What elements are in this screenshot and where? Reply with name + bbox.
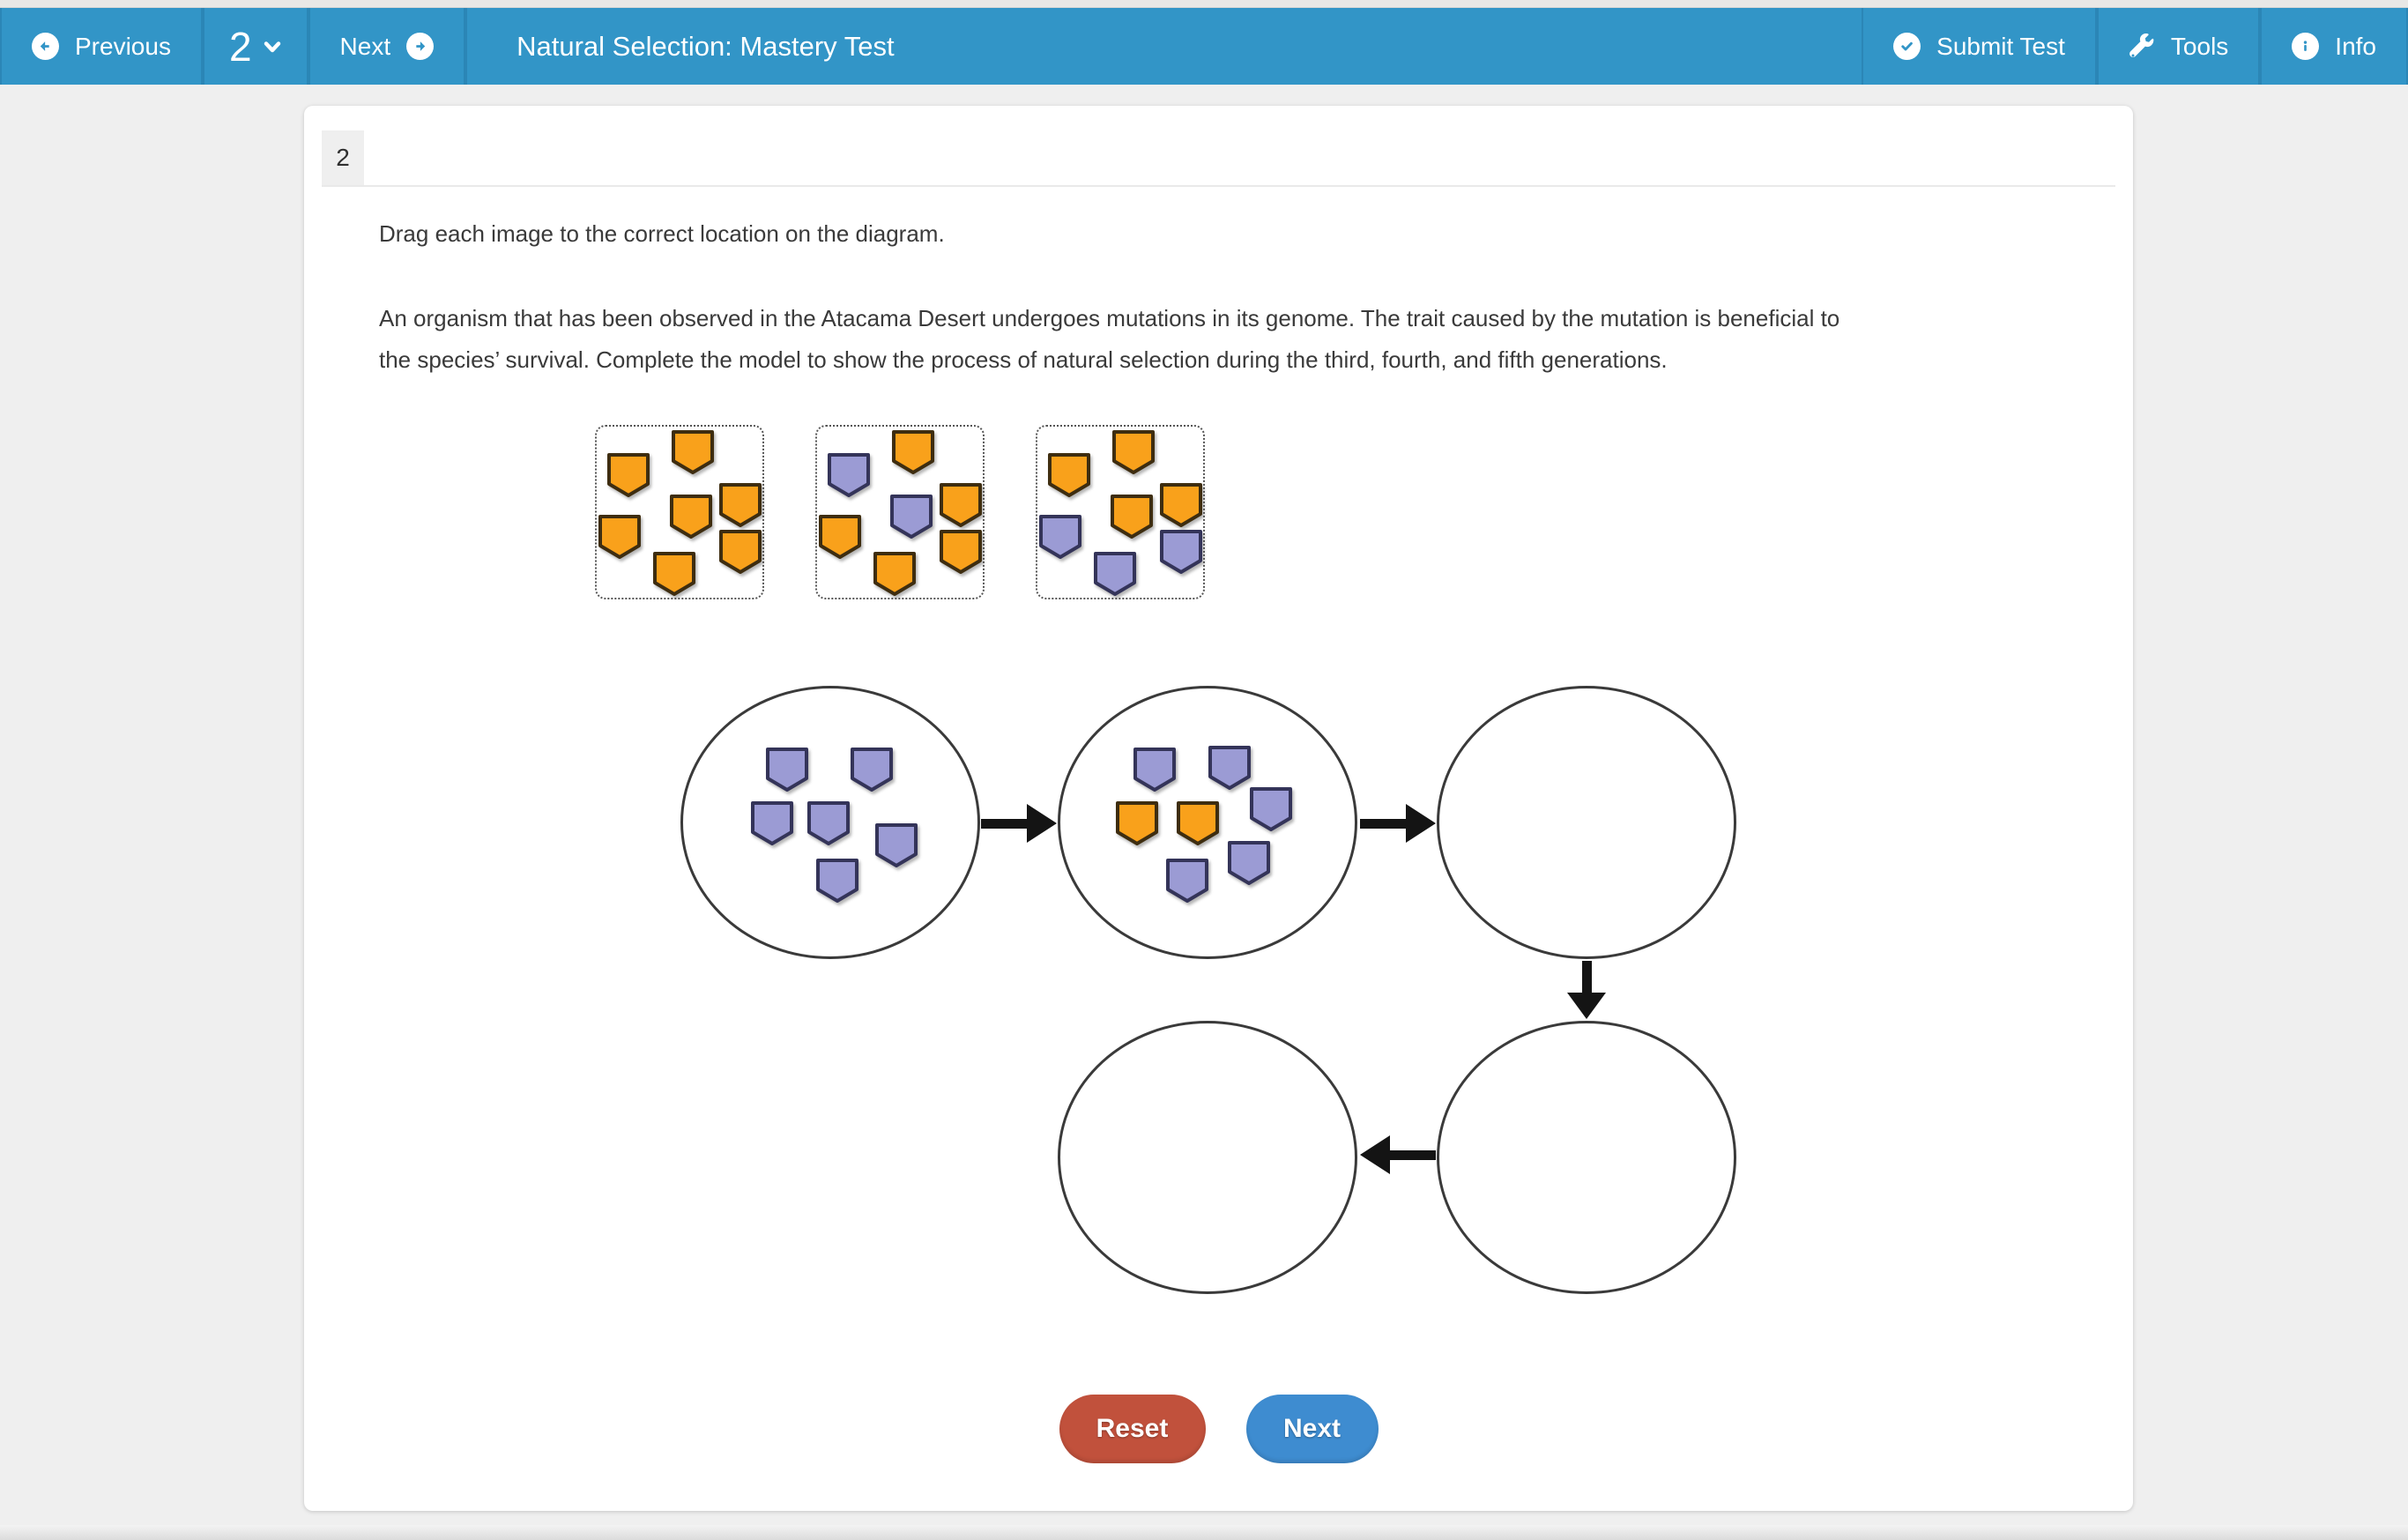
test-toolbar: Previous 2 Next Natural Selection: Maste… — [0, 8, 2408, 85]
prompt-line-2: the species’ survival. Complete the mode… — [379, 346, 1668, 373]
previous-label: Previous — [75, 32, 171, 60]
tools-button[interactable]: Tools — [2096, 8, 2261, 85]
prompt-line-1: An organism that has been observed in th… — [379, 305, 1840, 331]
toolbar-spacer — [944, 8, 1862, 85]
shield-orange — [1112, 430, 1155, 474]
shield-purple — [875, 823, 918, 867]
tools-label: Tools — [2170, 32, 2229, 60]
previous-button[interactable]: Previous — [0, 8, 203, 85]
shield-orange — [670, 495, 712, 539]
shield-orange — [1111, 495, 1153, 539]
shield-orange — [719, 530, 762, 574]
shield-purple — [807, 801, 850, 845]
shield-purple — [1208, 746, 1251, 790]
arrow-circle-right-icon — [406, 33, 435, 60]
check-circle-icon — [1893, 33, 1921, 60]
shield-purple — [851, 748, 893, 792]
submit-test-label: Submit Test — [1936, 32, 2065, 60]
question-number-value: 2 — [228, 23, 252, 70]
info-label: Info — [2335, 32, 2376, 60]
shield-purple — [1250, 787, 1292, 831]
shield-orange — [940, 530, 982, 574]
shield-orange — [940, 483, 982, 527]
wrench-icon — [2129, 33, 2155, 60]
bottom-edge-bar — [0, 1525, 2408, 1540]
shield-orange — [873, 552, 916, 596]
shield-purple — [1166, 859, 1208, 903]
shield-orange — [653, 552, 695, 596]
submit-test-button[interactable]: Submit Test — [1862, 8, 2097, 85]
generation-1-circle — [680, 686, 980, 959]
drag-tile-all-orange[interactable] — [595, 425, 764, 599]
generation-4-drop-circle[interactable] — [1437, 1021, 1736, 1294]
shield-orange — [607, 453, 650, 497]
shield-purple — [751, 801, 793, 845]
shield-orange — [1048, 453, 1090, 497]
question-number-dropdown[interactable]: 2 — [202, 8, 308, 85]
generation-2-circle — [1058, 686, 1357, 959]
shield-orange — [819, 515, 861, 559]
arrow-circle-left-icon — [32, 33, 59, 60]
shield-purple — [1160, 530, 1202, 574]
shield-purple — [828, 453, 870, 497]
shield-orange — [1177, 801, 1219, 845]
next-question-button[interactable]: Next — [1245, 1395, 1379, 1463]
shield-purple — [766, 748, 808, 792]
reset-button[interactable]: Reset — [1059, 1395, 1206, 1463]
next-button[interactable]: Next — [308, 8, 466, 85]
question-prompt: An organism that has been observed in th… — [379, 298, 1839, 381]
drag-tile-three-purple[interactable] — [1036, 425, 1205, 599]
generation-5-drop-circle[interactable] — [1058, 1021, 1357, 1294]
question-instruction: Drag each image to the correct location … — [379, 220, 945, 247]
question-tab[interactable]: 2 — [322, 130, 364, 185]
footer-button-row: Reset Next — [304, 1395, 2133, 1463]
shield-orange — [598, 515, 641, 559]
shield-purple — [1039, 515, 1081, 559]
generation-3-drop-circle[interactable] — [1437, 686, 1736, 959]
shield-purple — [1133, 748, 1176, 792]
question-card: 2 Drag each image to the correct locatio… — [304, 106, 2133, 1511]
chevron-down-icon — [263, 37, 282, 56]
arrow-right-gen2-gen3 — [1360, 804, 1436, 843]
shield-purple — [1228, 841, 1270, 885]
shield-purple — [890, 495, 933, 539]
info-button[interactable]: Info — [2260, 8, 2408, 85]
arrow-down-gen3-gen4 — [1567, 961, 1606, 1019]
shield-orange — [672, 430, 714, 474]
arrow-left-gen4-gen5 — [1360, 1135, 1436, 1174]
shield-orange — [719, 483, 762, 527]
tab-divider — [322, 185, 2115, 187]
arrow-right-gen1-gen2 — [981, 804, 1057, 843]
info-circle-icon — [2292, 33, 2320, 60]
shield-purple — [1094, 552, 1136, 596]
shield-purple — [816, 859, 858, 903]
browser-edge-strip — [0, 0, 2408, 8]
shield-orange — [892, 430, 934, 474]
test-title: Natural Selection: Mastery Test — [465, 8, 943, 85]
shield-orange — [1116, 801, 1158, 845]
shield-orange — [1160, 483, 1202, 527]
next-label: Next — [339, 32, 391, 60]
drag-tile-two-purple[interactable] — [815, 425, 985, 599]
